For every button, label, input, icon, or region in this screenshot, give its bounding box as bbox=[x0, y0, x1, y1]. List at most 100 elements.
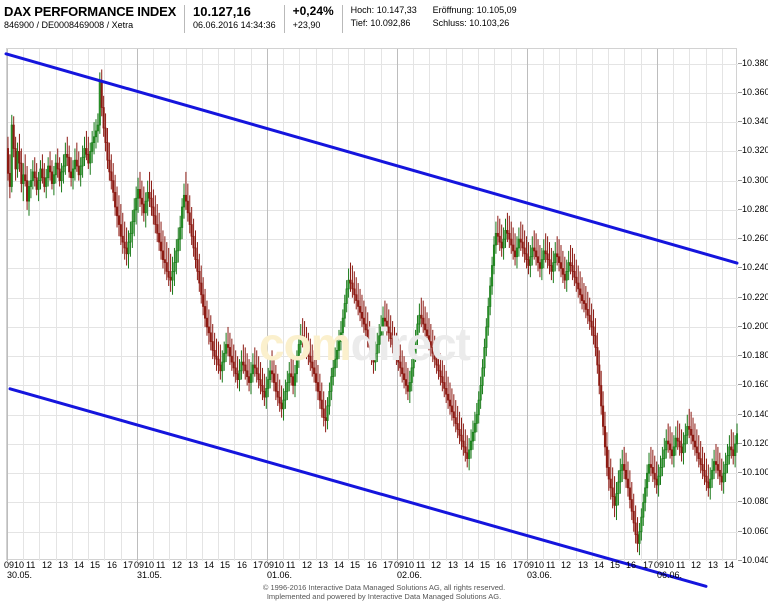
candle bbox=[150, 180, 153, 216]
header-divider-3 bbox=[341, 5, 343, 33]
x-axis-hour-label: 0910 bbox=[524, 560, 545, 570]
chart-container[interactable]: comdirect bbox=[0, 38, 768, 561]
x-axis-hour-label: 11 bbox=[156, 560, 166, 570]
stat-close-label: Schluss: bbox=[432, 18, 467, 28]
candle bbox=[316, 364, 320, 401]
candle bbox=[121, 212, 124, 254]
candle bbox=[301, 318, 304, 348]
candle bbox=[491, 256, 494, 295]
candle bbox=[196, 242, 199, 281]
y-tick-mark-10 bbox=[738, 355, 742, 356]
candle bbox=[508, 215, 511, 248]
candle bbox=[452, 394, 455, 427]
stat-low: Tief: 10.092,86 bbox=[351, 17, 433, 30]
candle bbox=[161, 230, 165, 269]
x-axis-date-label: 06.06. bbox=[657, 570, 683, 580]
candle bbox=[397, 338, 400, 371]
y-tick-mark-11 bbox=[738, 384, 742, 385]
candle bbox=[439, 353, 442, 386]
candle bbox=[389, 315, 392, 348]
candle bbox=[391, 321, 394, 354]
x-axis-hour-label: 14 bbox=[724, 560, 735, 570]
candle bbox=[701, 446, 704, 480]
candle bbox=[515, 236, 519, 269]
candle bbox=[441, 359, 444, 392]
candle bbox=[669, 426, 672, 459]
x-axis-hour-label: 11 bbox=[546, 560, 556, 570]
candle bbox=[353, 271, 356, 304]
candle bbox=[362, 300, 365, 333]
x-axis-hour-label: 16 bbox=[626, 560, 637, 570]
candle bbox=[334, 347, 337, 377]
candle bbox=[309, 338, 312, 371]
instrument-identifiers: 846900 / DE0008469008 / Xetra bbox=[4, 20, 134, 30]
candle bbox=[716, 446, 719, 480]
candle bbox=[554, 242, 557, 272]
candle bbox=[540, 247, 543, 281]
candle bbox=[714, 443, 718, 474]
candle bbox=[395, 332, 398, 365]
candle bbox=[506, 212, 509, 243]
candle bbox=[693, 423, 696, 456]
candle bbox=[330, 367, 333, 401]
x-axis-hour-label: 12 bbox=[42, 560, 53, 570]
candle bbox=[527, 242, 530, 275]
x-axis-hour-label: 14 bbox=[334, 560, 345, 570]
x-axis-hour-label: 15 bbox=[610, 560, 621, 570]
price-block: 10.127,16 06.06.2016 14:34:36 bbox=[193, 4, 276, 34]
candle bbox=[267, 367, 270, 398]
candle bbox=[305, 326, 308, 360]
candle bbox=[322, 391, 325, 427]
change-absolute: +23,90 bbox=[292, 20, 321, 30]
y-tick-mark-6 bbox=[738, 238, 742, 239]
candle bbox=[621, 449, 624, 483]
candle bbox=[711, 458, 714, 488]
candle bbox=[117, 195, 120, 237]
candle bbox=[29, 168, 32, 199]
candle bbox=[445, 370, 448, 404]
candle bbox=[584, 285, 587, 319]
candle bbox=[351, 265, 354, 298]
candle bbox=[640, 508, 643, 541]
candle bbox=[146, 180, 149, 216]
candle bbox=[437, 347, 440, 380]
y-axis-label: 10.040 bbox=[742, 555, 768, 565]
candle bbox=[447, 376, 450, 409]
candle bbox=[718, 452, 721, 485]
candle bbox=[546, 236, 549, 269]
candle bbox=[623, 446, 626, 480]
candle bbox=[504, 218, 507, 248]
candle bbox=[517, 227, 520, 257]
chart-plot-area[interactable]: comdirect bbox=[6, 48, 738, 561]
candle bbox=[613, 476, 616, 518]
candle bbox=[619, 458, 622, 494]
candle bbox=[665, 429, 668, 459]
y-axis-label: 10.060 bbox=[742, 526, 768, 536]
candle bbox=[487, 297, 490, 336]
x-axis-hour-label: 17 bbox=[253, 560, 264, 570]
candle bbox=[464, 429, 467, 462]
candle bbox=[60, 163, 63, 193]
candle bbox=[634, 505, 637, 544]
candle bbox=[661, 446, 664, 477]
candle bbox=[221, 350, 224, 383]
candle bbox=[35, 163, 38, 196]
candle bbox=[489, 277, 492, 316]
last-timestamp: 06.06.2016 14:34:36 bbox=[193, 20, 276, 30]
candle bbox=[115, 186, 119, 228]
candle bbox=[68, 145, 71, 178]
x-axis-hour-label: 17 bbox=[383, 560, 394, 570]
candle bbox=[590, 303, 593, 336]
candle bbox=[695, 429, 698, 462]
candle bbox=[406, 367, 409, 401]
candle bbox=[565, 259, 568, 292]
candle bbox=[730, 429, 733, 459]
candle bbox=[577, 265, 580, 298]
candle bbox=[207, 309, 210, 345]
candle bbox=[253, 347, 256, 377]
candle bbox=[626, 461, 630, 497]
candle bbox=[12, 116, 15, 158]
x-axis-hour-label: 14 bbox=[464, 560, 475, 570]
candle bbox=[403, 356, 406, 389]
candle bbox=[148, 171, 151, 207]
